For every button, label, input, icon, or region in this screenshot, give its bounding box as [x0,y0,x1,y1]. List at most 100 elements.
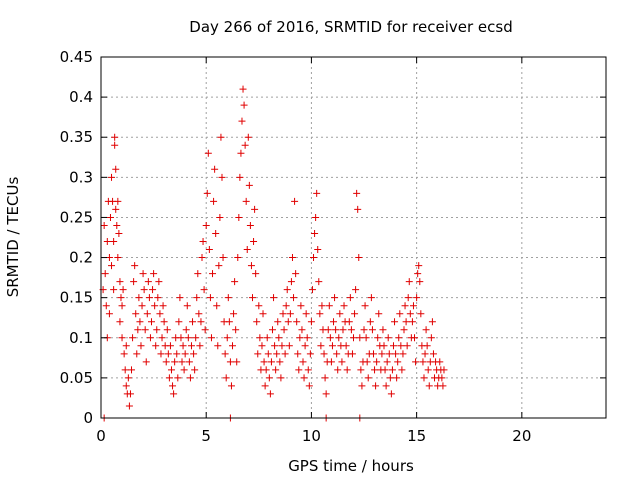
data-point [216,213,224,221]
data-point [198,254,206,262]
data-point [378,350,386,358]
data-point [285,342,293,350]
data-point [137,342,145,350]
y-tick-label: 0.15 [60,289,93,307]
data-point [400,326,408,334]
data-point [119,286,127,294]
data-point [272,366,280,374]
data-point [226,358,234,366]
y-tick-label: 0.35 [60,128,93,146]
data-point [427,334,435,342]
data-point [335,334,343,342]
data-point [232,326,240,334]
data-point [379,326,387,334]
data-point [227,382,235,390]
data-point [345,318,353,326]
data-point [372,382,380,390]
x-tick-label: 15 [407,427,426,445]
data-point [369,350,377,358]
data-point [103,238,111,246]
data-point [209,270,217,278]
data-point [239,85,247,93]
data-point [192,334,200,342]
data-point [286,310,294,318]
data-point [202,221,210,229]
x-tick-label: 10 [302,427,321,445]
data-point [334,366,342,374]
data-point [395,334,403,342]
data-point [138,302,146,310]
data-point [408,318,416,326]
data-point [304,366,312,374]
data-point [164,350,172,358]
data-point [279,310,287,318]
data-point [122,342,130,350]
data-point [215,262,223,270]
data-point [332,326,340,334]
data-point [313,189,321,197]
data-point [348,350,356,358]
data-point [134,326,142,334]
data-point [386,374,394,382]
data-point [190,350,198,358]
data-point [357,366,365,374]
data-point [176,294,184,302]
data-point [401,302,409,310]
data-point [292,270,300,278]
data-point [246,221,254,229]
data-point [151,302,159,310]
data-point [368,326,376,334]
data-point [171,358,179,366]
data-point [297,302,305,310]
data-point [115,229,123,237]
data-point [317,342,325,350]
data-point [270,294,278,302]
y-axis-label: SRMTID / TECUs [4,177,22,298]
data-point [351,310,359,318]
data-point [184,334,192,342]
data-point [101,270,109,278]
data-point [240,101,248,109]
data-point [112,205,120,213]
data-point [111,141,119,149]
data-point [158,334,166,342]
data-point [273,350,281,358]
data-point [193,294,201,302]
data-point [415,262,423,270]
data-point [113,221,121,229]
data-point [267,358,275,366]
data-point [405,278,413,286]
data-point [142,358,150,366]
data-point [102,302,110,310]
data-point [244,133,252,141]
data-point [144,278,152,286]
data-point [111,133,119,141]
data-point [293,318,301,326]
data-point [419,358,427,366]
data-point [212,229,220,237]
data-point [417,310,425,318]
data-point [222,374,230,382]
data-point [291,197,299,205]
data-point [204,149,212,157]
data-point [229,342,237,350]
data-point [342,342,350,350]
data-point [330,318,338,326]
data-point [280,326,288,334]
data-point [367,294,375,302]
data-point [126,390,134,398]
data-point [110,238,118,246]
data-point [278,342,286,350]
data-point [350,334,357,342]
data-point [256,334,264,342]
data-point [310,254,318,262]
data-point [275,334,283,342]
data-point [392,350,400,358]
data-point [121,366,129,374]
data-point [148,318,155,326]
data-point [328,342,336,350]
data-point [160,318,168,326]
data-point [165,374,173,382]
data-point [380,342,388,350]
